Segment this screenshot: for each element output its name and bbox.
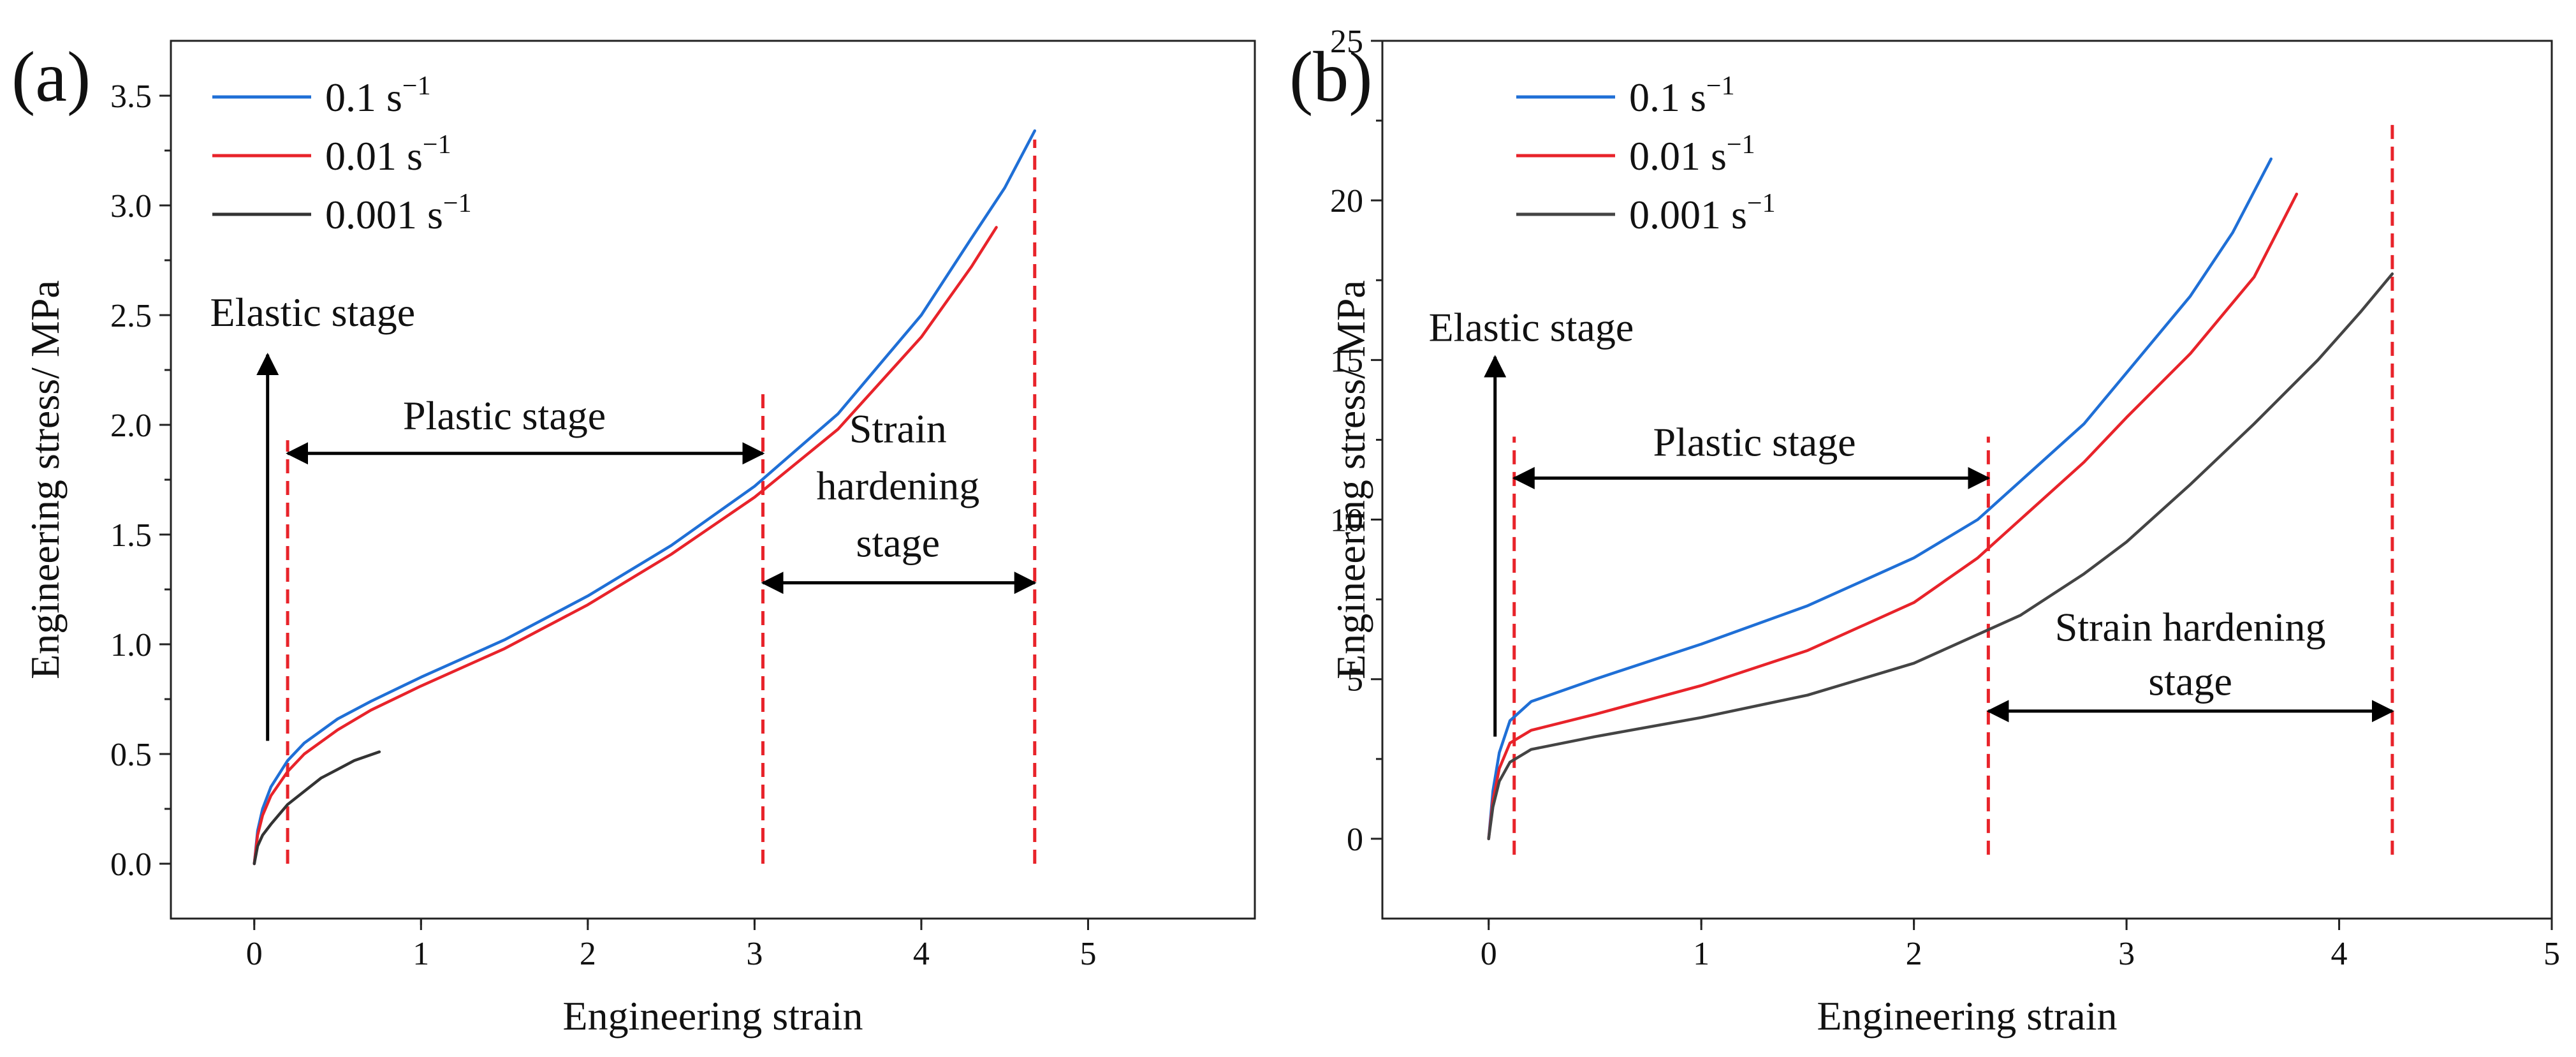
legend-label-superscript: −1 <box>1706 71 1735 101</box>
legend-label: 0.01 s−1 <box>1629 130 1755 179</box>
stage-annotation: Plastic stage <box>1653 419 1855 464</box>
y-tick-label: 10 <box>1330 503 1363 539</box>
legend-label: 0.1 s−1 <box>1629 71 1735 120</box>
y-tick-label: 2.5 <box>110 298 152 334</box>
y-axis-title: Engineering stress/ MPa <box>22 280 68 679</box>
panel-label: (a) <box>11 38 91 117</box>
legend-label-superscript: −1 <box>443 189 472 218</box>
x-tick-label: 2 <box>580 936 596 972</box>
x-axis-title: Engineering strain <box>563 993 863 1039</box>
legend-label-text: 0.001 s <box>325 192 443 237</box>
x-tick-label: 0 <box>246 936 263 972</box>
y-tick-label: 0 <box>1347 822 1363 858</box>
legend-label-superscript: −1 <box>402 71 431 101</box>
panel-label: (b) <box>1289 38 1373 117</box>
y-tick-label: 1.0 <box>110 627 152 663</box>
stage-annotation: Strain hardening <box>2055 605 2326 650</box>
y-tick-label: 0.0 <box>110 846 152 883</box>
stage-annotation: stage <box>856 520 940 565</box>
x-tick-label: 0 <box>1481 936 1497 972</box>
y-tick-label: 3.5 <box>110 78 152 115</box>
legend-label: 0.01 s−1 <box>325 130 451 179</box>
x-tick-label: 4 <box>2331 936 2348 972</box>
legend-label-text: 0.1 s <box>1629 75 1706 120</box>
y-tick-label: 2.0 <box>110 408 152 444</box>
x-tick-label: 1 <box>1693 936 1709 972</box>
panel-b: 0 1 2 3 4 5 0 5 10 15 20 25 Engineering strain Engine… <box>1289 24 2560 1039</box>
legend-label-superscript: −1 <box>1727 130 1755 159</box>
y-tick-label: 0.5 <box>110 737 152 773</box>
stage-annotation: Elastic stage <box>210 290 415 335</box>
series-line <box>252 226 998 866</box>
series-line <box>252 129 1037 866</box>
legend-label-text: 0.1 s <box>325 75 402 120</box>
stage-annotation: Plastic stage <box>403 393 606 438</box>
y-tick-label: 15 <box>1330 343 1363 379</box>
legend-label-superscript: −1 <box>423 130 451 159</box>
stage-annotation: Elastic stage <box>1429 304 1634 350</box>
legend-label: 0.001 s−1 <box>1629 189 1776 237</box>
x-tick-label: 2 <box>1906 936 1922 972</box>
legend-label-superscript: −1 <box>1747 189 1776 218</box>
y-tick-label: 25 <box>1330 24 1363 60</box>
stage-annotation: stage <box>2148 659 2232 704</box>
series-line <box>1487 192 2299 841</box>
x-tick-label: 1 <box>413 936 429 972</box>
series-line <box>1487 157 2273 841</box>
x-tick-label: 3 <box>746 936 763 972</box>
stage-annotation: Strain <box>849 406 947 452</box>
x-tick-label: 5 <box>1079 936 1096 972</box>
y-tick-label: 5 <box>1347 662 1363 699</box>
legend-label: 0.1 s−1 <box>325 71 431 120</box>
series-line <box>252 750 381 866</box>
legend-label-text: 0.01 s <box>1629 133 1727 179</box>
x-axis-title: Engineering strain <box>1817 993 2118 1039</box>
legend-label: 0.001 s−1 <box>325 189 472 237</box>
panel-a: 0 1 2 3 4 5 0.0 0.5 1.0 1.5 2.0 2.5 3.0 3.5 Engineerin… <box>11 38 1256 1039</box>
plot-frame <box>1381 40 2553 920</box>
y-tick-label: 1.5 <box>110 517 152 554</box>
y-tick-label: 3.0 <box>110 188 152 225</box>
y-tick-label: 20 <box>1330 183 1363 219</box>
legend-label-text: 0.01 s <box>325 133 423 179</box>
x-tick-label: 3 <box>2118 936 2135 972</box>
x-tick-label: 5 <box>2543 936 2560 972</box>
y-axis-title: Engineering stress/ MPa <box>1328 280 1373 679</box>
x-tick-label: 4 <box>913 936 930 972</box>
legend-label-text: 0.001 s <box>1629 192 1747 237</box>
stage-annotation: hardening <box>816 463 979 508</box>
series-line <box>1487 272 2394 841</box>
